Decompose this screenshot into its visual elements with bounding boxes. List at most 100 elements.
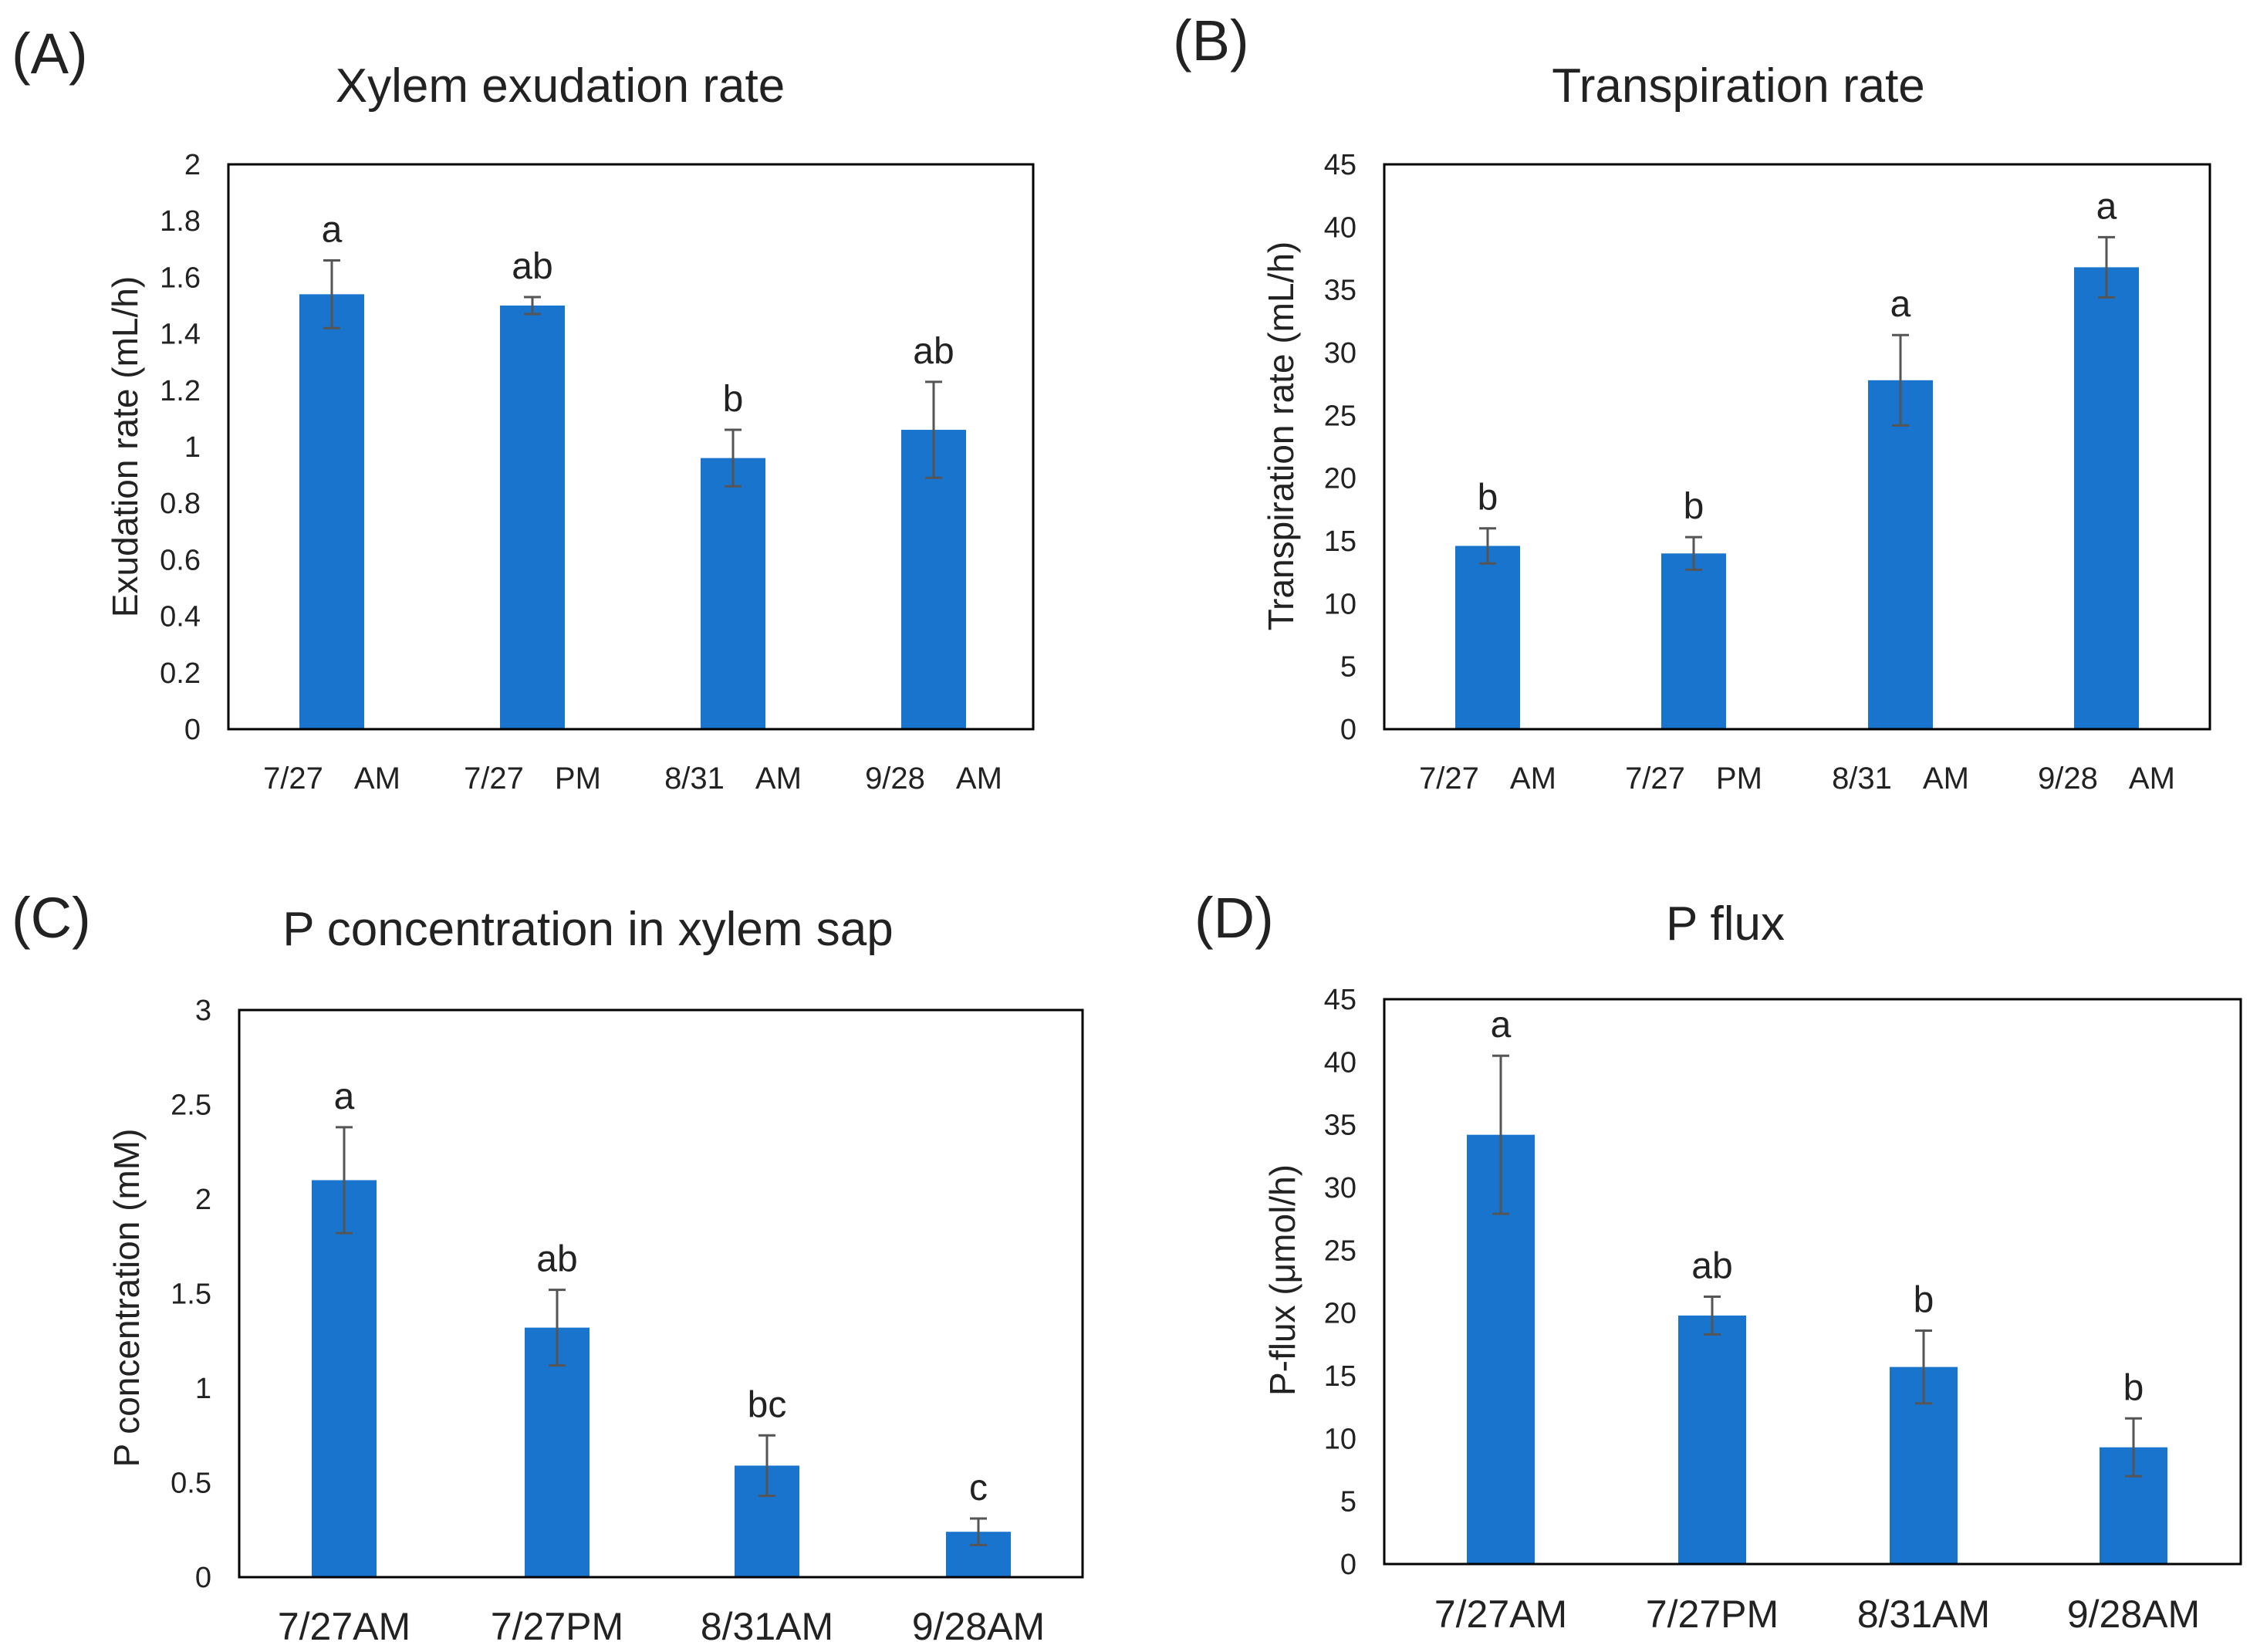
bar — [2074, 267, 2139, 729]
y-tick-label: 25 — [1324, 400, 1356, 432]
y-tick-label: 0 — [1340, 1549, 1356, 1581]
chart-panel-d: (D) P flux 0 5 10 15 20 25 30 35 40 45 P-flux (μmol/… — [1194, 886, 2242, 1636]
y-tick-label: 20 — [1324, 463, 1356, 495]
panel-letter: (C) — [12, 886, 91, 950]
y-tick-label: 20 — [1324, 1298, 1356, 1330]
x-category-label: 7/27 PM — [1625, 762, 1762, 796]
y-axis-label: Transpiration rate (mL/h) — [1261, 242, 1301, 630]
x-category-label: 9/28 AM — [2038, 762, 2175, 796]
y-tick-label: 2 — [184, 149, 201, 181]
y-tick-label: 1.8 — [160, 205, 201, 238]
y-tick-label: 0 — [1340, 714, 1356, 746]
significance-label: b — [1914, 1279, 1934, 1320]
plot-frame — [1383, 998, 2242, 1566]
significance-label: a — [322, 209, 343, 250]
y-tick-label: 30 — [1324, 1172, 1356, 1204]
bar — [701, 458, 765, 729]
x-category-label: 7/27 AM — [1419, 762, 1556, 796]
x-category-label: 7/27 PM — [464, 762, 601, 796]
x-category-label: 7/27AM — [278, 1605, 410, 1648]
bar — [1678, 1315, 1746, 1564]
bar — [1661, 553, 1726, 729]
significance-label: a — [1890, 284, 1911, 325]
significance-label: bc — [748, 1384, 787, 1425]
y-tick-label: 15 — [1324, 525, 1356, 558]
y-tick-label: 1 — [195, 1373, 211, 1405]
significance-label: ab — [1691, 1246, 1732, 1287]
y-tick-label: 2 — [195, 1184, 211, 1216]
y-tick-label: 5 — [1340, 651, 1356, 684]
y-tick-label: 0.5 — [171, 1468, 211, 1500]
x-category-label: 7/27PM — [491, 1605, 623, 1648]
y-tick-label: 10 — [1324, 588, 1356, 620]
y-tick-label: 0 — [184, 714, 201, 746]
x-category-label: 8/31 AM — [1832, 762, 1969, 796]
x-category-label: 9/28 AM — [865, 762, 1002, 796]
y-tick-label: 25 — [1324, 1235, 1356, 1267]
panel-letter: (B) — [1173, 8, 1249, 73]
significance-label: c — [969, 1468, 988, 1508]
y-tick-label: 45 — [1324, 984, 1356, 1016]
x-category-label: 9/28AM — [2067, 1593, 2200, 1636]
significance-label: b — [1478, 478, 1498, 519]
y-tick-label: 40 — [1324, 1046, 1356, 1079]
x-category-label: 8/31AM — [1857, 1593, 1990, 1636]
y-tick-label: 10 — [1324, 1423, 1356, 1455]
bar — [1868, 380, 1933, 729]
y-tick-label: 30 — [1324, 337, 1356, 370]
chart-title: P concentration in xylem sap — [282, 903, 894, 956]
significance-label: a — [2096, 186, 2117, 227]
x-category-label: 8/31 AM — [664, 762, 802, 796]
y-tick-label: 35 — [1324, 1110, 1356, 1142]
chart-panel-c: (C) P concentration in xylem sap 0 0.5 1 1.5 2… — [12, 886, 1084, 1648]
plot-frame — [238, 1008, 1084, 1579]
significance-label: a — [334, 1076, 355, 1117]
y-tick-label: 3 — [195, 995, 211, 1027]
x-category-label: 7/27AM — [1434, 1593, 1567, 1636]
y-tick-label: 1.4 — [160, 319, 201, 351]
y-tick-label: 1.2 — [160, 375, 201, 407]
bar — [500, 306, 565, 729]
chart-title: Xylem exudation rate — [336, 59, 785, 113]
y-tick-label: 0.4 — [160, 601, 201, 633]
panel-letter: (D) — [1194, 886, 1274, 950]
chart-title: P flux — [1666, 897, 1785, 951]
x-category-label: 9/28AM — [912, 1605, 1045, 1648]
significance-label: b — [2123, 1367, 2144, 1408]
significance-label: ab — [536, 1239, 577, 1280]
x-category-label: 7/27PM — [1646, 1593, 1779, 1636]
y-axis-label: Exudation rate (mL/h) — [105, 276, 145, 617]
bar — [312, 1180, 377, 1577]
y-axis-label: P concentration (mM) — [106, 1129, 147, 1468]
y-tick-label: 0.8 — [160, 488, 201, 520]
chart-panel-b: (B) Transpiration rate 0 5 10 15 20 25 30 35 40 45 T… — [1173, 8, 2211, 796]
bar — [1455, 546, 1520, 729]
y-tick-label: 1.5 — [171, 1279, 211, 1311]
y-tick-label: 1 — [184, 431, 201, 464]
y-tick-label: 15 — [1324, 1360, 1356, 1393]
plot-frame — [1383, 163, 2211, 731]
y-tick-label: 1.6 — [160, 262, 201, 294]
significance-label: a — [1491, 1005, 1512, 1046]
y-tick-label: 35 — [1324, 275, 1356, 307]
bar — [299, 294, 364, 729]
y-tick-label: 0.6 — [160, 544, 201, 576]
x-category-label: 7/27 AM — [263, 762, 400, 796]
y-axis-label: P-flux (μmol/h) — [1262, 1164, 1302, 1396]
bar — [525, 1327, 590, 1577]
y-tick-label: 40 — [1324, 211, 1356, 244]
y-tick-label: 5 — [1340, 1486, 1356, 1519]
y-tick-label: 0 — [195, 1562, 211, 1594]
y-tick-label: 2.5 — [171, 1090, 211, 1122]
significance-label: b — [1684, 486, 1704, 527]
panel-letter: (A) — [12, 22, 88, 86]
chart-title: Transpiration rate — [1552, 59, 1925, 113]
plot-frame — [227, 163, 1035, 731]
significance-label: ab — [512, 246, 552, 287]
y-tick-label: 45 — [1324, 149, 1356, 181]
y-tick-label: 0.2 — [160, 657, 201, 690]
significance-label: ab — [913, 331, 954, 372]
x-category-label: 8/31AM — [701, 1605, 833, 1648]
chart-panel-a: (A) Xylem exudation rate 0 0.2 0.4 0.6 0.8 1 1.2… — [12, 22, 1035, 796]
